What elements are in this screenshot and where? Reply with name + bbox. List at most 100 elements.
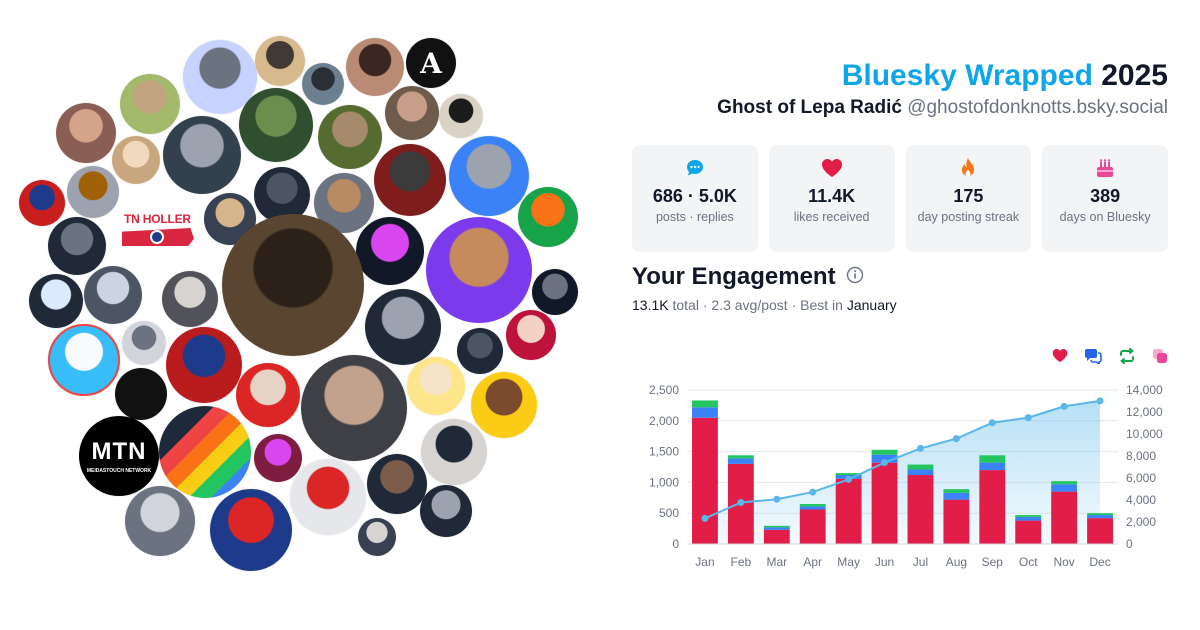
bar-replies — [727, 458, 754, 464]
bar-likes — [871, 462, 898, 544]
heart-icon — [769, 157, 895, 179]
y-left-tick-label: 2,500 — [649, 383, 679, 397]
x-tick-label: Oct — [1019, 555, 1038, 569]
avatar — [506, 310, 556, 360]
avatar — [358, 518, 396, 556]
stat-label: likes received — [793, 210, 870, 224]
user-handle: @ghostofdonknotts.bsky.social — [907, 97, 1168, 118]
x-tick-label: Jun — [875, 555, 894, 569]
bar-reposts — [979, 455, 1006, 463]
heart-icon — [1052, 348, 1068, 364]
y-right-tick-label: 6,000 — [1126, 471, 1156, 485]
speech-bubble-icon — [632, 157, 758, 179]
tennessee-stars — [150, 230, 164, 244]
bar-replies — [979, 462, 1006, 471]
avatar — [439, 94, 483, 138]
bar-reposts — [907, 464, 934, 470]
avatar — [301, 355, 407, 461]
y-left-tick-label: 500 — [659, 506, 679, 520]
avatar — [346, 38, 404, 96]
bar-reposts — [727, 455, 754, 459]
y-right-tick-label: 2,000 — [1126, 515, 1156, 529]
avatar — [239, 88, 313, 162]
engagement-title: Your Engagement — [632, 263, 836, 290]
cumulative-point — [1060, 402, 1068, 410]
bar-replies — [1051, 484, 1078, 492]
avatar — [457, 328, 503, 374]
avatar — [166, 327, 242, 403]
avatar — [210, 489, 292, 571]
bar-reposts — [835, 473, 862, 476]
title-brand: Bluesky Wrapped — [841, 59, 1093, 92]
avatar — [29, 274, 83, 328]
reply-icon — [1084, 348, 1102, 364]
avatar — [449, 136, 529, 216]
avatar — [120, 74, 180, 134]
bar-likes — [907, 475, 934, 544]
avatar — [67, 166, 119, 218]
tn-holler-logo: TN HOLLER — [120, 212, 198, 248]
bar-replies — [871, 454, 898, 463]
avatar — [518, 187, 578, 247]
y-right-tick-label: 12,000 — [1126, 405, 1163, 419]
profile-line: Ghost of Lepa Radić @ghostofdonknotts.bs… — [717, 96, 1168, 120]
avatar — [471, 372, 537, 438]
cumulative-point — [916, 444, 924, 452]
avatar — [367, 454, 427, 514]
chart-legend — [1052, 348, 1168, 364]
engagement-best-prefix: Best in — [800, 297, 843, 313]
y-right-tick-label: 10,000 — [1126, 427, 1163, 441]
bar-reposts — [871, 449, 898, 455]
y-left-tick-label: 0 — [672, 537, 679, 551]
bar-reposts — [799, 503, 826, 507]
info-icon[interactable] — [846, 263, 864, 291]
avatar — [255, 36, 305, 86]
bar-reposts — [692, 400, 718, 408]
avatar — [19, 180, 65, 226]
cumulative-point — [737, 499, 745, 507]
avatar — [48, 217, 106, 275]
avatar — [183, 40, 257, 114]
x-tick-label: Jan — [695, 555, 714, 569]
stat-label: day posting streak — [917, 210, 1020, 224]
x-tick-label: Apr — [803, 555, 822, 569]
bar-reposts — [763, 525, 790, 528]
bar-replies — [799, 506, 826, 510]
avatar — [421, 419, 487, 485]
x-tick-label: Dec — [1089, 555, 1110, 569]
stat-label: days on Bluesky — [1059, 210, 1151, 224]
bar-likes — [1015, 520, 1042, 544]
avatar — [115, 368, 167, 420]
avatar — [302, 63, 344, 105]
stat-value: 686 · 5.0K — [652, 186, 737, 206]
bar-likes — [799, 509, 826, 544]
avatar — [385, 86, 439, 140]
wrapped-header: Bluesky Wrapped 2025 Ghost of Lepa Radić… — [717, 58, 1168, 120]
bar-reposts — [1051, 481, 1078, 485]
x-tick-label: Jul — [913, 555, 928, 569]
y-left-tick-label: 2,000 — [649, 414, 679, 428]
avatar — [84, 266, 142, 324]
avatar — [236, 363, 300, 427]
x-tick-label: Feb — [731, 555, 752, 569]
bar-reposts — [1087, 513, 1113, 516]
cumulative-point — [845, 475, 853, 483]
x-tick-label: Nov — [1053, 555, 1074, 569]
y-right-tick-label: 14,000 — [1126, 383, 1163, 397]
bar-replies — [907, 469, 934, 476]
avatar-logo-letter: A — [420, 46, 442, 80]
bar-replies — [1015, 516, 1042, 521]
bar-replies — [1087, 515, 1113, 519]
engagement-section: Your Engagement 13.1K total · 2.3 avg/po… — [632, 263, 897, 313]
bar-likes — [1087, 518, 1113, 544]
avatar — [254, 434, 302, 482]
avatar — [48, 324, 120, 396]
avatar — [374, 144, 446, 216]
bar-likes — [692, 417, 718, 544]
stat-card-streak: 175 day posting streak — [905, 145, 1032, 252]
bar-reposts — [943, 489, 970, 493]
avatar — [254, 167, 310, 223]
x-tick-label: Sep — [982, 555, 1004, 569]
cake-icon — [1042, 157, 1168, 179]
stat-value: 389 — [1090, 186, 1121, 206]
